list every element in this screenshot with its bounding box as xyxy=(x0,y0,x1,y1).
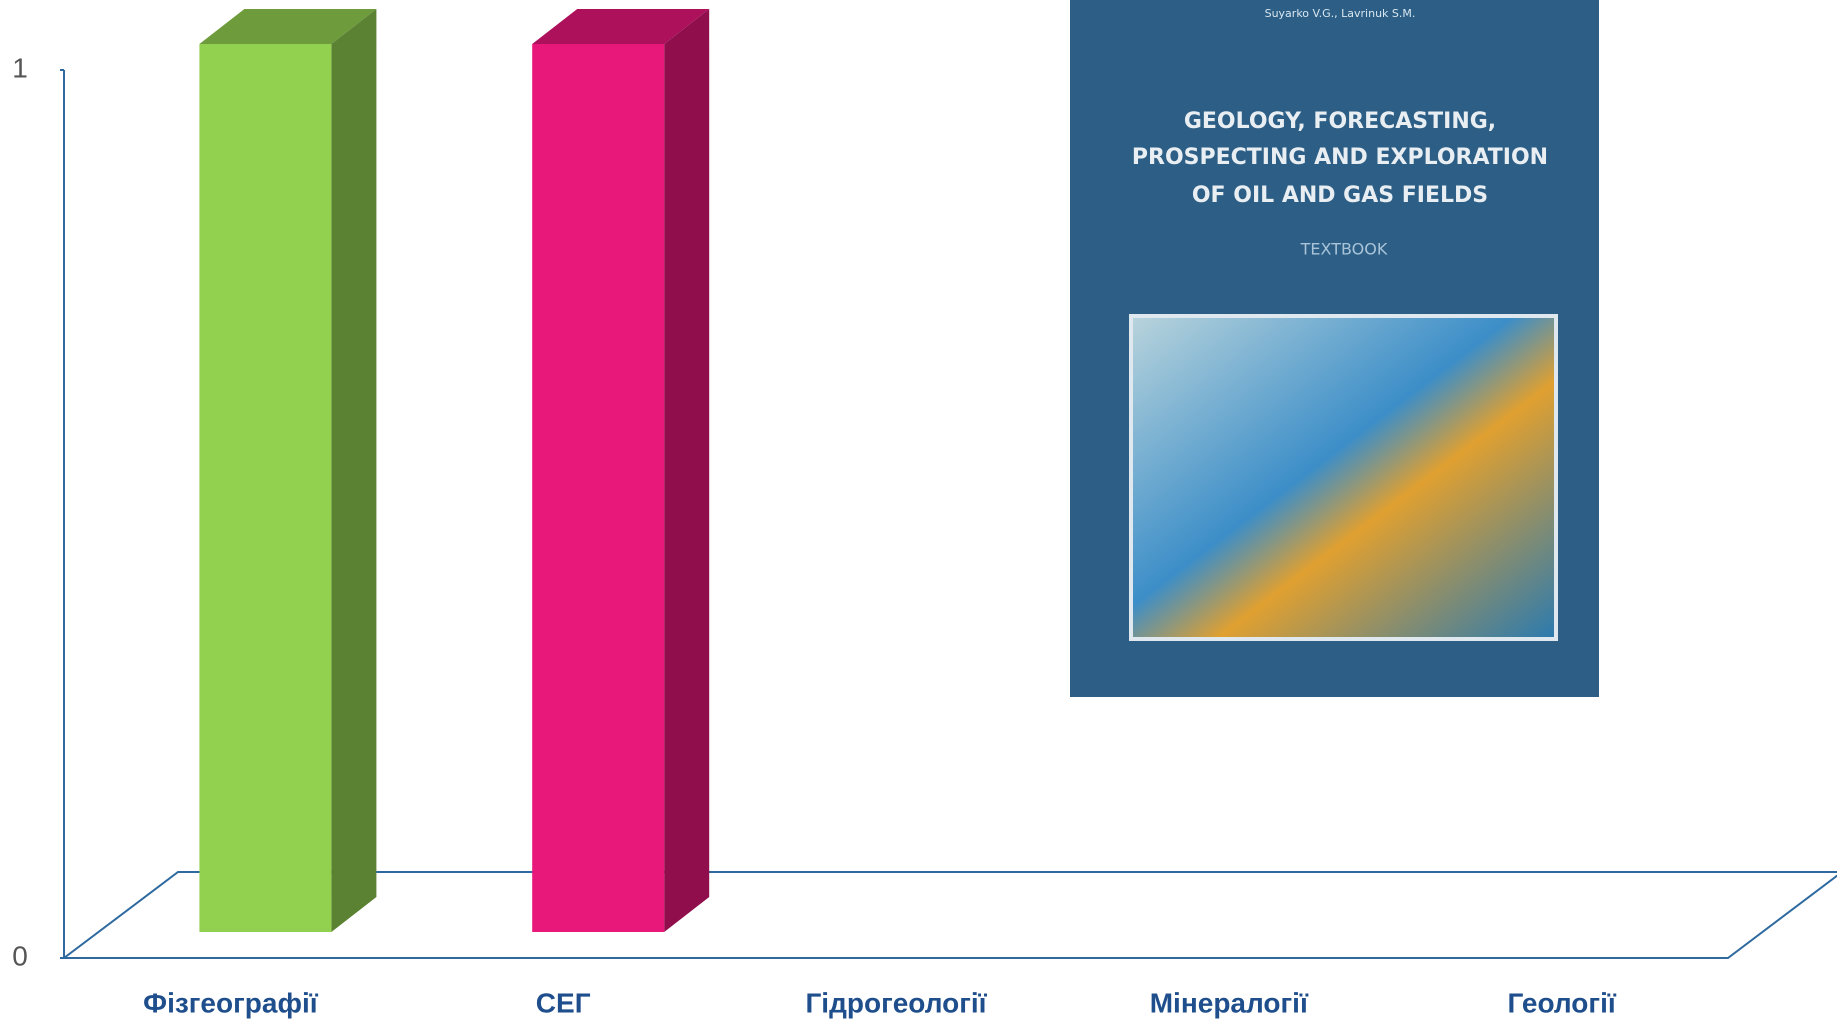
book-photo: Suyarko V.G., Lavrinuk S.M. GEOLOGY, FOR… xyxy=(1070,0,1599,697)
cover-title: OF OIL AND GAS FIELDS xyxy=(1192,183,1488,208)
x-tick-label: Мінералогії xyxy=(1150,987,1309,1018)
y-tick-label: 1 xyxy=(12,52,28,83)
x-tick-label: Геології xyxy=(1507,987,1616,1018)
bar-side xyxy=(664,9,710,932)
bar-top xyxy=(532,9,710,44)
cover-authors: Suyarko V.G., Lavrinuk S.M. xyxy=(1265,7,1416,20)
cover-subtitle: TEXTBOOK xyxy=(1300,240,1388,259)
cover-title: GEOLOGY, FORECASTING, xyxy=(1184,109,1496,134)
bar xyxy=(199,44,332,932)
bar-top xyxy=(199,9,377,44)
x-tick-label: Гідрогеології xyxy=(805,987,987,1018)
x-tick-label: Фізгеографії xyxy=(143,987,319,1018)
cover-picture xyxy=(1129,314,1558,641)
x-tick-label: СЕГ xyxy=(536,987,591,1018)
bar-side xyxy=(331,9,377,932)
bar xyxy=(532,44,665,932)
cover-title: PROSPECTING AND EXPLORATION xyxy=(1132,145,1548,170)
floor xyxy=(61,871,1837,959)
y-tick-label: 0 xyxy=(12,940,28,971)
